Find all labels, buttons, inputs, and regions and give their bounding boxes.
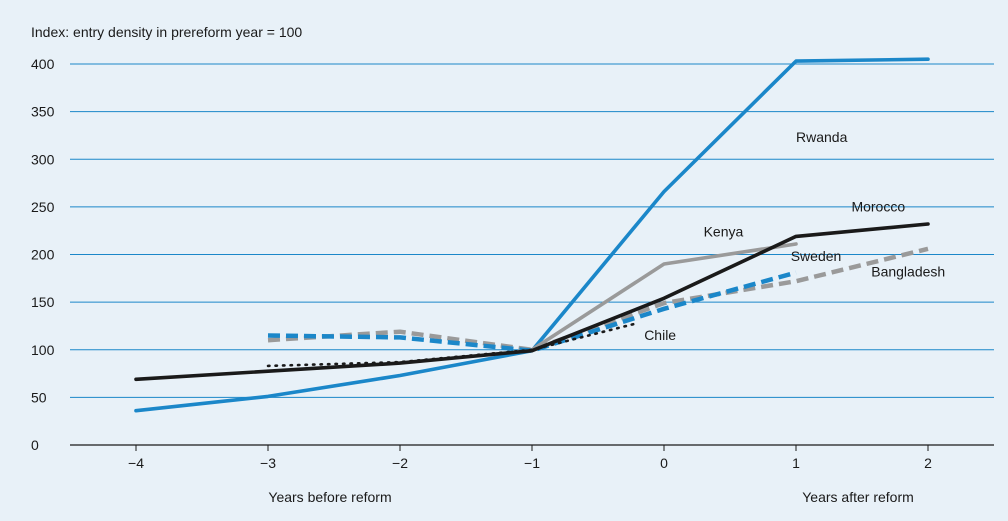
series-label-morocco: Morocco bbox=[851, 199, 905, 215]
series-label-kenya: Kenya bbox=[704, 223, 744, 239]
series-line-morocco bbox=[134, 222, 930, 382]
y-tick-label: 150 bbox=[31, 294, 55, 310]
y-tick-label: 200 bbox=[31, 247, 55, 263]
y-tick-label: 250 bbox=[31, 199, 55, 215]
series-label-rwanda: Rwanda bbox=[796, 129, 848, 145]
y-tick-label: 0 bbox=[31, 437, 39, 453]
x-tick-label: 1 bbox=[792, 455, 800, 471]
y-tick-label: 300 bbox=[31, 151, 55, 167]
x-tick-label: −3 bbox=[260, 455, 276, 471]
x-axis-label-after: Years after reform bbox=[802, 489, 914, 505]
series-label-bangladesh: Bangladesh bbox=[871, 263, 945, 279]
y-tick-label: 100 bbox=[31, 342, 55, 358]
x-axis-label-before: Years before reform bbox=[268, 489, 391, 505]
x-tick-label: −2 bbox=[392, 455, 408, 471]
series-label-chile: Chile bbox=[644, 327, 676, 343]
x-tick-label: −1 bbox=[524, 455, 540, 471]
y-tick-label: 400 bbox=[31, 56, 55, 72]
x-tick-label: −4 bbox=[128, 455, 144, 471]
x-tick-label: 0 bbox=[660, 455, 668, 471]
y-tick-label: 350 bbox=[31, 104, 55, 120]
y-axis-caption: Index: entry density in prereform year =… bbox=[31, 24, 302, 40]
x-tick-label: 2 bbox=[924, 455, 932, 471]
series-line-bangladesh bbox=[267, 246, 929, 353]
series-line-kenya bbox=[530, 242, 798, 352]
series-label-sweden: Sweden bbox=[791, 248, 842, 264]
y-tick-label: 50 bbox=[31, 389, 47, 405]
